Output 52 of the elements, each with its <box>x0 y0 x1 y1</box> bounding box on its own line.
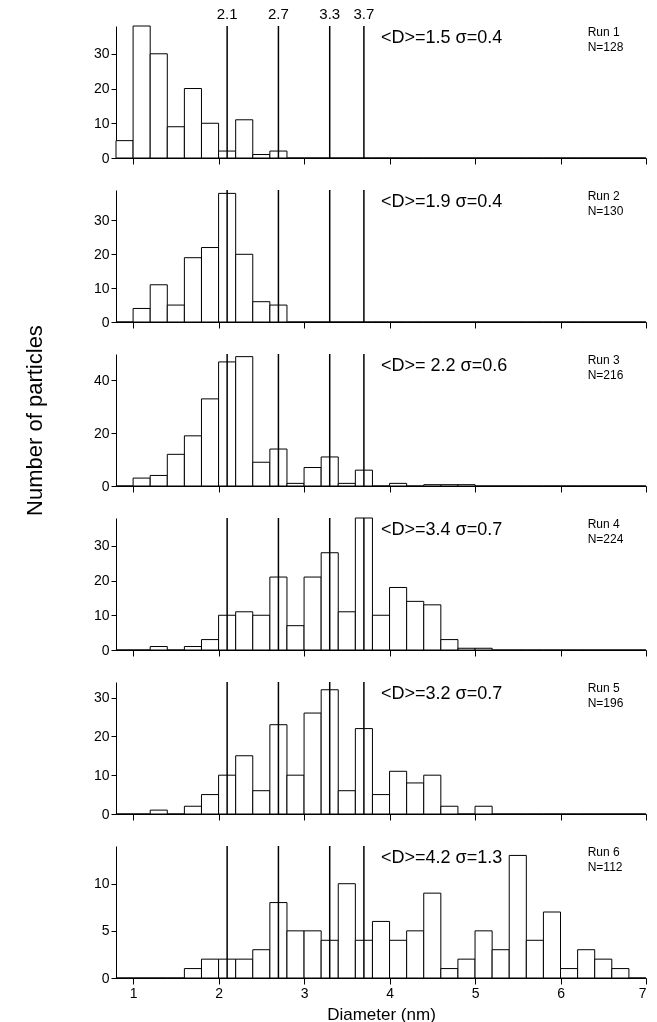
annotation: Run 6 <box>587 845 621 859</box>
y-tick-label: 20 <box>93 80 110 97</box>
x-tick-label: 4 <box>386 984 395 1001</box>
x-tick-label: 6 <box>557 984 566 1001</box>
annotation: <D>= 2.2 σ=0.6 <box>381 355 508 375</box>
y-tick-label: 0 <box>101 805 110 822</box>
y-tick-label: 10 <box>93 279 110 296</box>
annotation: <D>=1.9 σ=0.4 <box>381 191 503 211</box>
y-tick-label: 20 <box>93 727 110 744</box>
y-tick-label: 0 <box>101 641 110 658</box>
x-tick-label: 5 <box>471 984 480 1001</box>
annotation: N=216 <box>587 368 624 382</box>
annotation: <D>=4.2 σ=1.3 <box>381 847 503 867</box>
annotation: <D>=3.2 σ=0.7 <box>381 683 503 703</box>
annotation: Run 5 <box>587 681 621 695</box>
x-tick-label: 7 <box>638 984 647 1001</box>
x-tick-label: 1 <box>129 984 138 1001</box>
y-tick-label: 20 <box>93 572 110 589</box>
y-tick-label: 30 <box>93 211 110 228</box>
y-tick-label: 20 <box>93 245 110 262</box>
y-tick-label: 20 <box>93 424 110 441</box>
x-tick-label: 2 <box>215 984 224 1001</box>
y-tick-label: 10 <box>93 606 110 623</box>
y-tick-label: 5 <box>101 922 110 939</box>
annotation: Run 2 <box>587 189 621 203</box>
annotation: N=130 <box>587 204 624 218</box>
annotation: N=128 <box>587 40 624 54</box>
y-axis-title: Number of particles <box>21 325 47 516</box>
y-tick-label: 40 <box>93 371 110 388</box>
annotation: N=112 <box>587 860 623 874</box>
ref-line-label: 3.7 <box>353 5 375 22</box>
annotation: Run 1 <box>587 25 621 39</box>
annotation: <D>=1.5 σ=0.4 <box>381 27 503 47</box>
y-tick-label: 0 <box>101 313 110 330</box>
annotation: N=224 <box>587 532 624 546</box>
ref-line-label: 2.7 <box>267 5 289 22</box>
y-tick-label: 10 <box>93 766 110 783</box>
y-tick-label: 30 <box>93 45 110 62</box>
ref-line-label: 2.1 <box>216 5 238 22</box>
y-tick-label: 30 <box>93 537 110 554</box>
y-tick-label: 10 <box>93 875 110 892</box>
y-tick-label: 30 <box>93 689 110 706</box>
y-tick-label: 0 <box>101 477 110 494</box>
y-tick-label: 10 <box>93 114 110 131</box>
y-tick-label: 0 <box>101 149 110 166</box>
annotation: Run 4 <box>587 517 621 531</box>
annotation: <D>=3.4 σ=0.7 <box>381 519 503 539</box>
y-tick-label: 0 <box>101 969 110 986</box>
x-tick-label: 3 <box>300 984 309 1001</box>
annotation: N=196 <box>587 696 624 710</box>
annotation: Run 3 <box>587 353 621 367</box>
ref-line-label: 3.3 <box>319 5 341 22</box>
